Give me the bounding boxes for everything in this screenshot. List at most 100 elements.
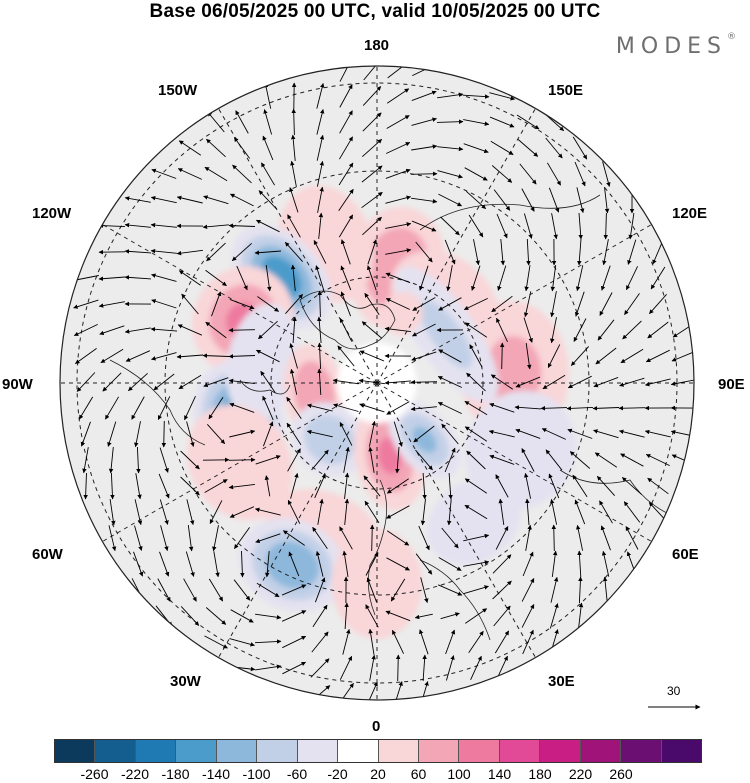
- negative-anomaly-contour: [412, 426, 437, 453]
- wind-vector-arrow: [306, 429, 333, 438]
- wind-vector-arrow: [578, 576, 583, 604]
- wind-vector-arrow: [205, 607, 227, 625]
- wind-vector-arrow: [256, 582, 280, 598]
- wind-vector-arrow: [254, 507, 281, 516]
- wind-vector-arrow: [493, 189, 511, 211]
- colorbar-bin: [257, 740, 298, 762]
- wind-vector-arrow: [570, 346, 590, 366]
- wind-vector-arrow: [105, 396, 119, 420]
- meridian-line: [218, 382, 378, 658]
- wind-vector-arrow: [78, 396, 94, 420]
- wind-vector-arrow: [411, 144, 438, 151]
- wind-vector-arrow: [255, 219, 280, 233]
- wind-vector-arrow: [317, 498, 324, 525]
- wind-vector-arrow: [176, 195, 203, 204]
- wind-vector-arrow: [473, 239, 480, 266]
- wind-vector-arrow: [516, 114, 540, 130]
- wind-vector-arrow: [412, 323, 436, 337]
- modes-logo: MODES®: [615, 32, 736, 59]
- wind-vector-arrow: [229, 402, 255, 413]
- wind-vector-arrow: [211, 291, 222, 317]
- wind-vector-arrow: [419, 681, 429, 700]
- wind-vector-arrow: [620, 348, 644, 364]
- wind-vector-arrow: [494, 630, 510, 654]
- wind-vector-arrow: [98, 301, 125, 308]
- wind-vector-arrow: [492, 580, 512, 600]
- colorbar-bin: [55, 740, 96, 762]
- colorbar-tick-label: 220: [568, 766, 593, 782]
- wind-vector-arrow: [344, 498, 350, 525]
- wind-vector-arrow: [541, 428, 566, 440]
- wind-vector-arrow: [573, 318, 587, 342]
- wind-vector-arrow: [99, 325, 125, 336]
- wind-vector-arrow: [366, 265, 377, 291]
- brand-text: MODES: [615, 34, 727, 59]
- wind-vector-arrow: [385, 195, 412, 204]
- wind-vector-arrow: [306, 403, 333, 412]
- wind-vector-arrow: [135, 473, 142, 500]
- wind-vector-arrow: [286, 396, 302, 420]
- wind-vector-arrow: [339, 421, 353, 446]
- wind-vector-arrow: [574, 161, 586, 187]
- wind-vector-arrow: [110, 472, 115, 500]
- wind-vector-arrow: [393, 421, 403, 447]
- wind-vector-arrow: [412, 297, 436, 311]
- wind-vector-arrow: [204, 479, 228, 493]
- wind-vector-arrow: [548, 187, 560, 213]
- wind-vector-arrow: [318, 212, 324, 239]
- wind-vector-arrow: [551, 550, 558, 577]
- wind-vector-arrow: [315, 550, 324, 577]
- wind-vector-arrow: [258, 190, 278, 210]
- wind-vector-arrow: [420, 577, 429, 604]
- wind-vector-arrow: [463, 119, 490, 126]
- wind-vector-arrow: [395, 654, 401, 682]
- label-lon-90w: 90W: [2, 376, 33, 393]
- wind-vector-arrow: [410, 406, 437, 412]
- wind-vector-arrow: [228, 223, 256, 228]
- wind-vector-arrow: [446, 265, 453, 292]
- wind-vector-arrow: [344, 472, 350, 499]
- wind-vector-arrow: [76, 372, 96, 392]
- wind-vector-arrow: [600, 525, 611, 551]
- wind-vector-arrow: [519, 163, 537, 185]
- label-lon-30w: 30W: [170, 673, 201, 690]
- wind-vector-arrow: [386, 505, 410, 519]
- wind-vector-arrow: [621, 477, 642, 495]
- wind-vector-arrow: [647, 321, 669, 339]
- wind-vector-arrow: [448, 472, 453, 500]
- wind-vector-arrow: [233, 579, 251, 601]
- wind-vector-arrow: [644, 378, 671, 387]
- wind-vector-arrow: [419, 629, 429, 655]
- wind-vector-arrow: [395, 446, 400, 474]
- wind-vector-arrow: [547, 162, 561, 186]
- label-lon-60e: 60E: [672, 546, 699, 563]
- wind-vector-arrow: [602, 576, 608, 603]
- wind-vector-arrow: [178, 270, 201, 286]
- wind-vector-arrow: [619, 377, 645, 387]
- wind-vector-arrow: [545, 449, 563, 471]
- wind-vector-arrow: [134, 525, 143, 551]
- wind-vector-arrow: [492, 554, 512, 574]
- wind-vector-arrow: [202, 224, 229, 230]
- colorbar-bin: [378, 740, 419, 762]
- wind-vector-arrow: [437, 584, 463, 596]
- wind-vector-arrow: [281, 584, 307, 596]
- wind-vector-arrow: [437, 170, 463, 179]
- wind-vector-arrow: [438, 349, 462, 363]
- wind-vector-arrow: [495, 525, 509, 550]
- colorbar-tick-label: -60: [286, 766, 308, 782]
- wind-vector-arrow: [597, 319, 615, 341]
- wind-vector-arrow: [315, 265, 325, 291]
- wind-vector-arrow: [393, 681, 403, 700]
- wind-vector-arrow: [177, 324, 203, 336]
- wind-vector-arrow: [311, 631, 329, 653]
- wind-vector-arrow: [436, 119, 464, 124]
- wind-vector-arrow: [468, 630, 484, 654]
- wind-vector-arrow: [363, 66, 381, 81]
- wind-vector-arrow: [525, 524, 532, 551]
- wind-vector-arrow: [228, 354, 256, 359]
- map-boundary: [59, 65, 695, 701]
- wind-vector-arrow: [340, 239, 351, 265]
- wind-vector-arrow: [362, 216, 382, 236]
- wind-vector-arrow: [574, 499, 586, 525]
